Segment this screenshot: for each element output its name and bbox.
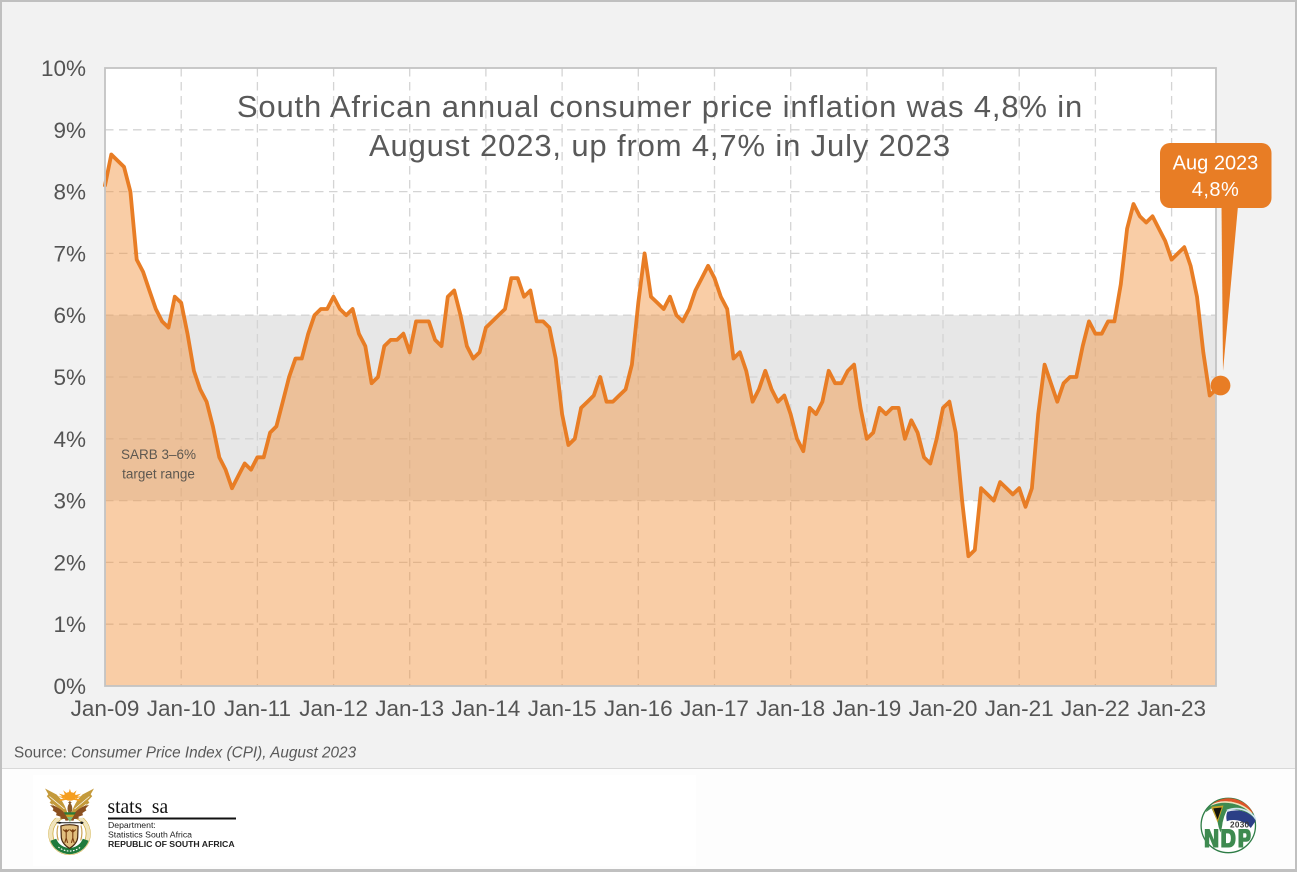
svg-text:Jan-12: Jan-12 [299,696,368,721]
svg-text:Jan-09: Jan-09 [71,696,140,721]
svg-text:Source: Consumer Price Index (: Source: Consumer Price Index (CPI), Augu… [14,745,357,762]
svg-text:Jan-16: Jan-16 [604,696,673,721]
svg-text:REPUBLIC OF SOUTH AFRICA: REPUBLIC OF SOUTH AFRICA [108,839,235,849]
svg-text:South African annual consumer: South African annual consumer price infl… [237,89,1083,124]
svg-text:Jan-10: Jan-10 [147,696,216,721]
svg-text:SARB 3–6%: SARB 3–6% [121,447,196,462]
svg-text:2%: 2% [53,550,86,575]
svg-text:4%: 4% [53,427,86,452]
svg-text:1%: 1% [53,612,86,637]
svg-text:Jan-18: Jan-18 [756,696,825,721]
svg-text:Jan-23: Jan-23 [1137,696,1206,721]
svg-text:Department:: Department: [108,820,156,830]
svg-text:Jan-22: Jan-22 [1061,696,1130,721]
svg-text:3%: 3% [53,489,86,514]
svg-text:Aug 2023: Aug 2023 [1173,153,1259,175]
svg-text:8%: 8% [53,180,86,205]
svg-text:7%: 7% [53,241,86,266]
svg-text:stats sa: stats sa [108,797,169,818]
svg-text:Jan-13: Jan-13 [375,696,444,721]
svg-text:5%: 5% [53,365,86,390]
svg-text:2030: 2030 [1230,821,1250,830]
svg-text:0%: 0% [53,674,86,699]
svg-text:6%: 6% [53,303,86,328]
svg-text:Jan-14: Jan-14 [452,696,521,721]
svg-text:Jan-19: Jan-19 [833,696,902,721]
svg-text:Jan-20: Jan-20 [909,696,978,721]
svg-text:Statistics South Africa: Statistics South Africa [108,830,192,840]
svg-text:Jan-21: Jan-21 [985,696,1054,721]
svg-text:9%: 9% [53,118,86,143]
svg-text:Jan-17: Jan-17 [680,696,749,721]
svg-text:Jan-11: Jan-11 [224,696,291,721]
svg-text:target range: target range [122,467,195,482]
svg-text:Jan-15: Jan-15 [528,696,597,721]
svg-text:4,8%: 4,8% [1192,179,1240,201]
svg-text:10%: 10% [41,56,86,81]
svg-text:August 2023, up from 4,7% in J: August 2023, up from 4,7% in July 2023 [369,128,951,163]
